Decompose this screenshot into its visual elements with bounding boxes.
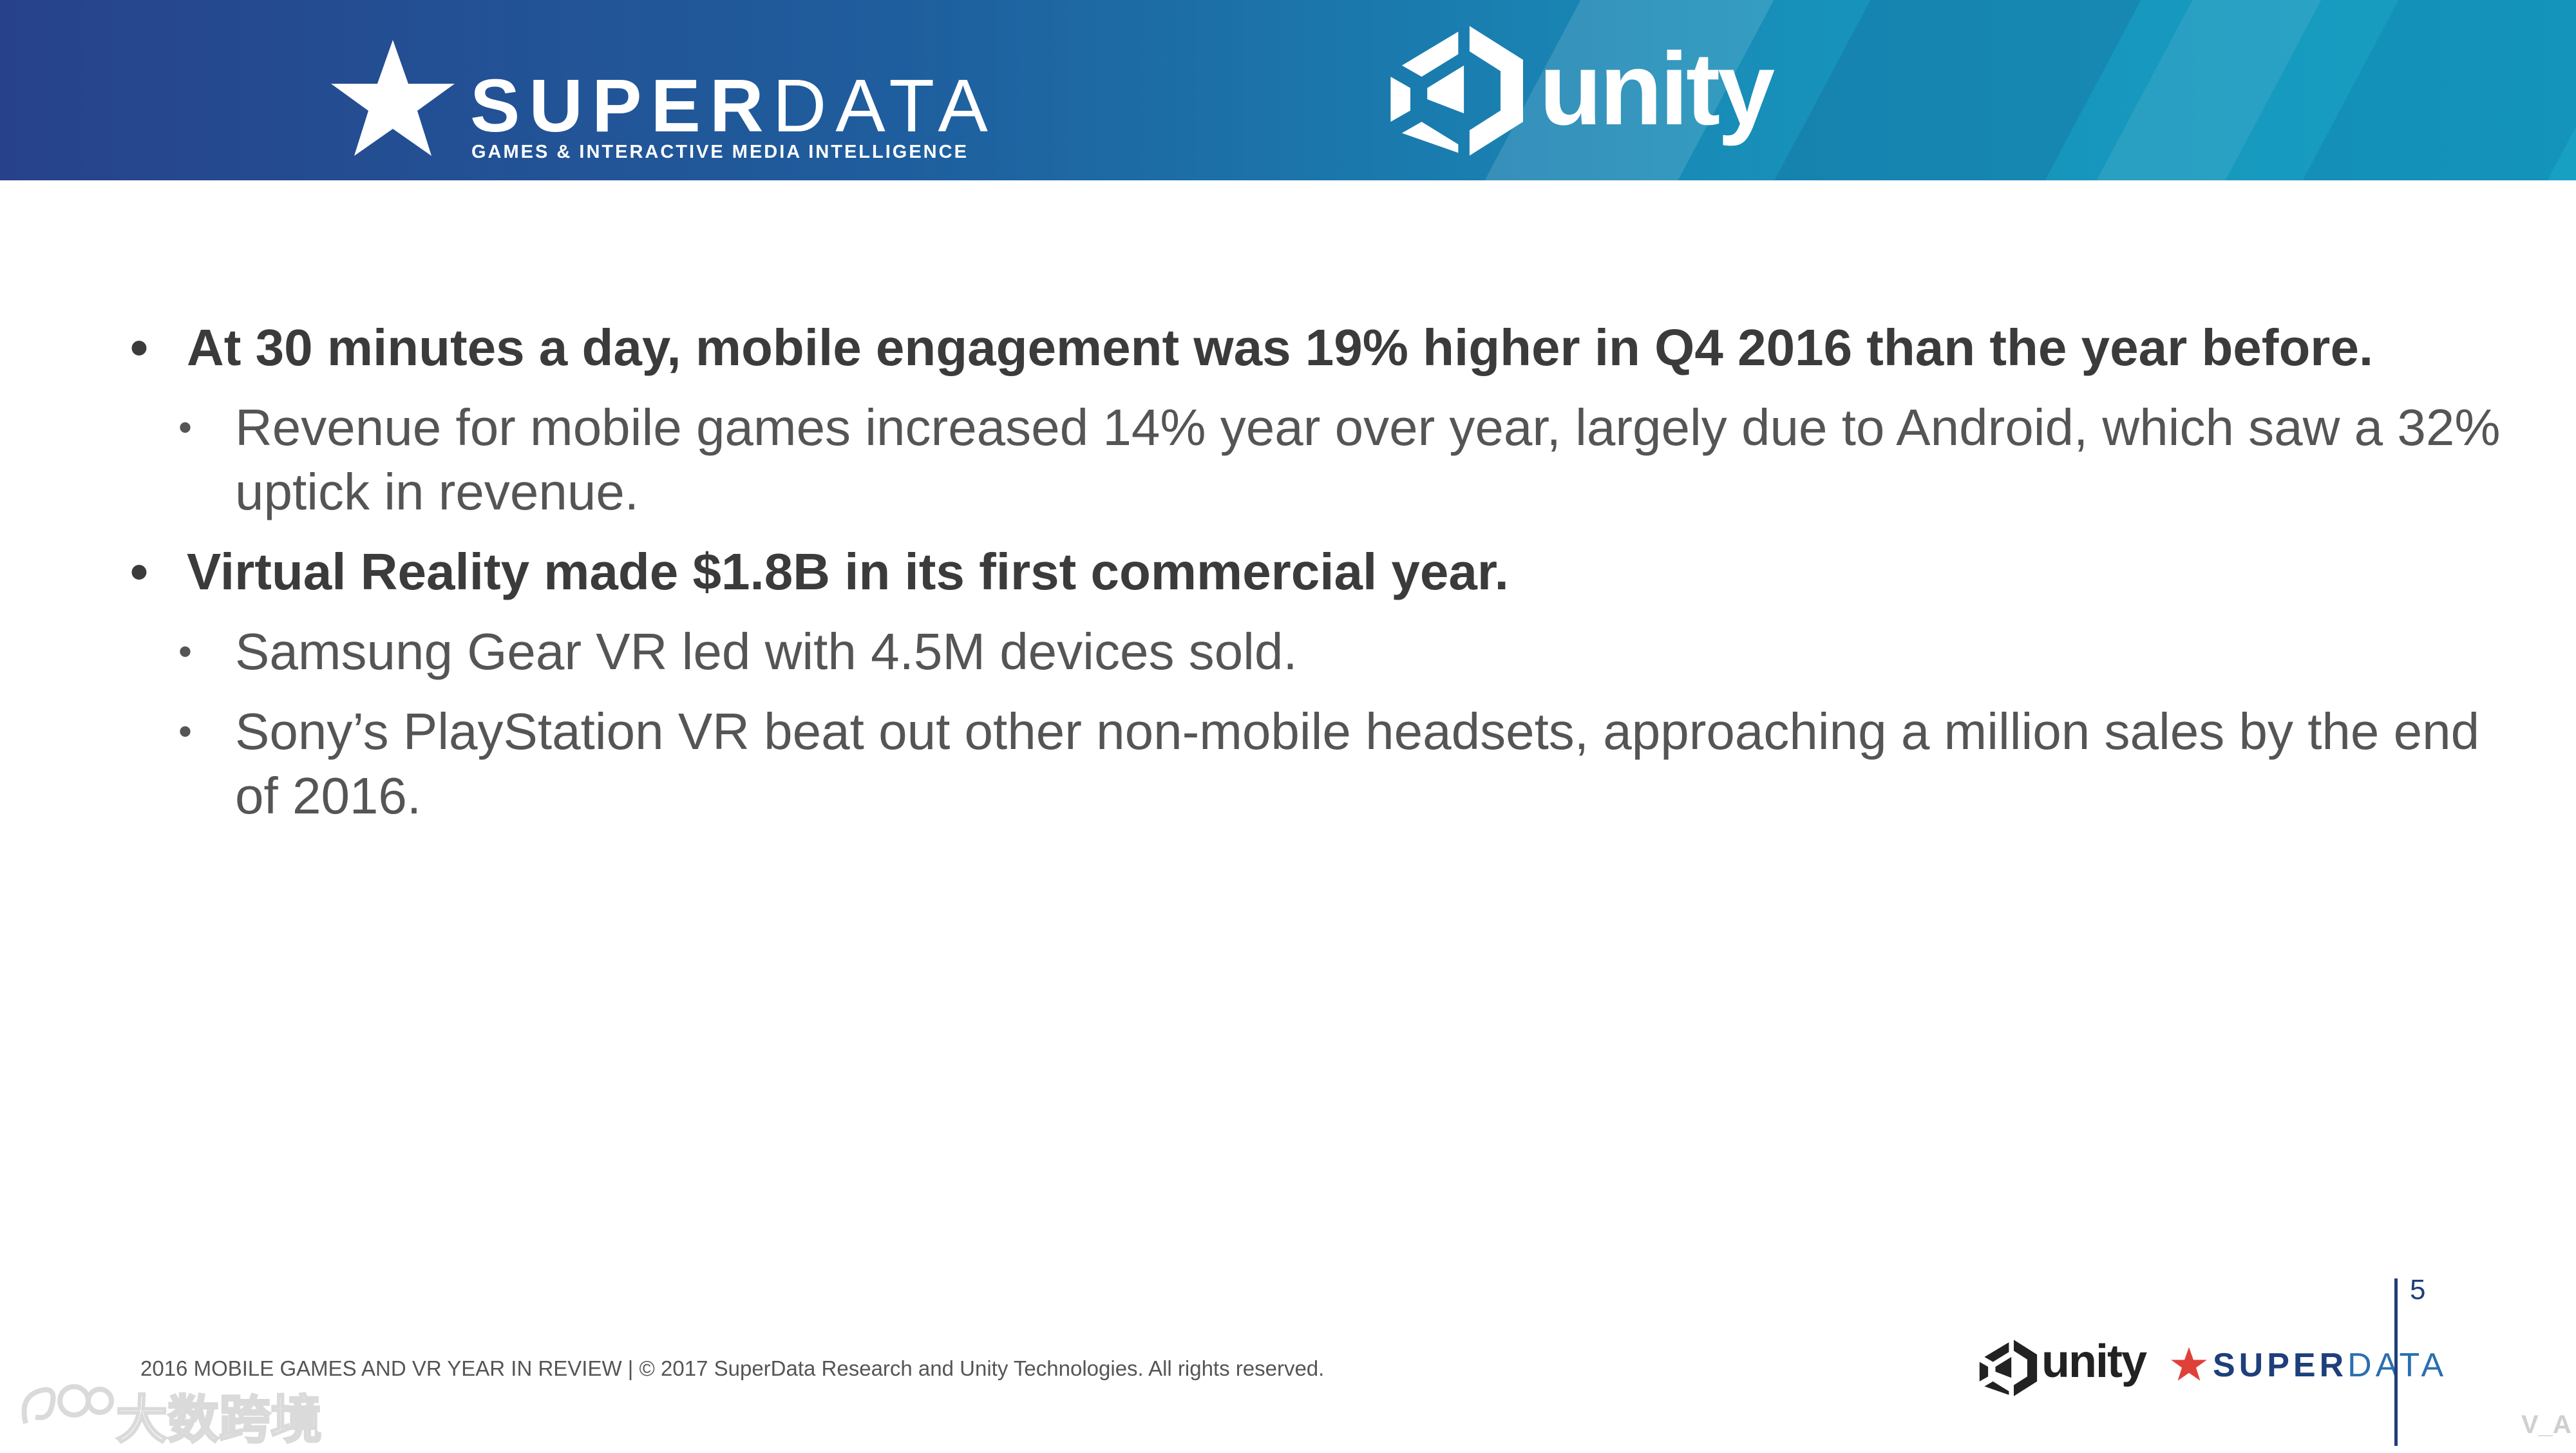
- unity-logo: unity: [1385, 23, 1784, 158]
- unity-cube-icon: [1390, 26, 1523, 156]
- footer-copyright: 2016 MOBILE GAMES AND VR YEAR IN REVIEW …: [140, 1356, 1325, 1380]
- banner-stripe: [1774, 0, 2141, 180]
- unity-cube-icon: [1979, 1340, 2038, 1396]
- bullet-main: At 30 minutes a day, mobile engagement w…: [129, 316, 2421, 380]
- brand-bold: SUPER: [470, 64, 773, 147]
- watermark-logo-icon: [21, 1384, 114, 1424]
- page-divider: [2394, 1278, 2398, 1446]
- banner-stripe: [2302, 0, 2576, 180]
- star-icon: [331, 40, 455, 156]
- brand-bold: SUPER: [2213, 1347, 2348, 1384]
- banner-stripe: [2096, 0, 2322, 180]
- tagline-bold: INTELLIGENCE: [808, 142, 969, 162]
- bullet-sub: Samsung Gear VR led with 4.5M devices so…: [178, 620, 2515, 684]
- brand-light: DATA: [772, 64, 997, 147]
- corner-watermark: V_A: [2521, 1410, 2571, 1439]
- page-number: 5: [2410, 1274, 2426, 1306]
- bullet-main: Virtual Reality made $1.8B in its first …: [129, 540, 2421, 604]
- watermark: 大数跨境: [13, 1372, 335, 1450]
- tagline-text: GAMES & INTERACTIVE MEDIA: [471, 142, 809, 162]
- unity-wordmark: unity: [2041, 1336, 2147, 1387]
- bullet-sub: Sony’s PlayStation VR beat out other non…: [178, 699, 2515, 828]
- superdata-wordmark: SUPERDATA: [2213, 1349, 2447, 1382]
- superdata-logo: SUPERDATA GAMES & INTERACTIVE MEDIA INTE…: [328, 37, 998, 166]
- superdata-wordmark: SUPERDATA: [470, 68, 997, 143]
- header-banner: SUPERDATA GAMES & INTERACTIVE MEDIA INTE…: [0, 0, 2576, 180]
- unity-wordmark: unity: [1539, 31, 1775, 146]
- bullet-sub: Revenue for mobile games increased 14% y…: [178, 395, 2515, 524]
- star-icon: [2171, 1347, 2207, 1381]
- watermark-text: 大数跨境: [115, 1391, 323, 1450]
- slide-content: At 30 minutes a day, mobile engagement w…: [129, 316, 2501, 844]
- footer-logos: unity SUPERDATA: [1977, 1333, 2454, 1404]
- superdata-tagline: GAMES & INTERACTIVE MEDIA INTELLIGENCE: [471, 142, 969, 163]
